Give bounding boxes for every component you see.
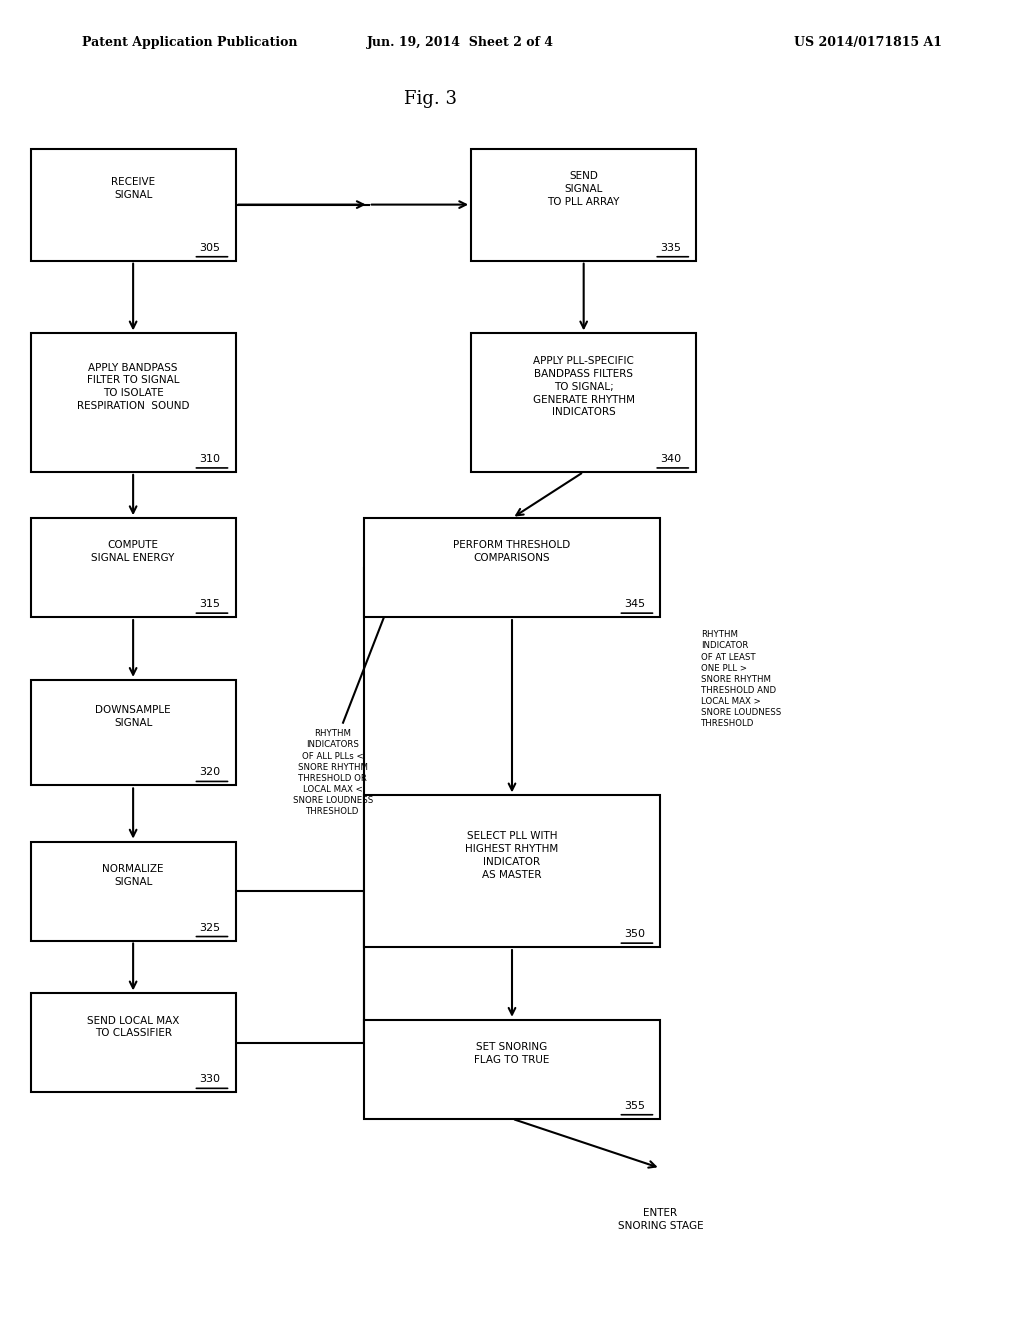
Text: RECEIVE
SIGNAL: RECEIVE SIGNAL (111, 177, 156, 201)
FancyBboxPatch shape (364, 1020, 660, 1119)
Text: 315: 315 (200, 599, 220, 610)
FancyBboxPatch shape (471, 334, 696, 473)
Text: 335: 335 (660, 243, 681, 253)
Text: PERFORM THRESHOLD
COMPARISONS: PERFORM THRESHOLD COMPARISONS (454, 540, 570, 564)
Text: 305: 305 (200, 243, 220, 253)
Text: RHYTHM
INDICATORS
OF ALL PLLs <
SNORE RHYTHM
THRESHOLD OR
LOCAL MAX <
SNORE LOUD: RHYTHM INDICATORS OF ALL PLLs < SNORE RH… (293, 729, 373, 816)
FancyBboxPatch shape (471, 149, 696, 261)
FancyBboxPatch shape (31, 334, 236, 473)
Text: 345: 345 (625, 599, 645, 610)
Text: 340: 340 (660, 454, 681, 465)
Text: Fig. 3: Fig. 3 (403, 90, 457, 108)
Text: COMPUTE
SIGNAL ENERGY: COMPUTE SIGNAL ENERGY (91, 540, 175, 564)
Text: US 2014/0171815 A1: US 2014/0171815 A1 (794, 36, 942, 49)
Text: 330: 330 (200, 1074, 220, 1085)
Text: SEND
SIGNAL
TO PLL ARRAY: SEND SIGNAL TO PLL ARRAY (548, 172, 620, 206)
Text: ENTER
SNORING STAGE: ENTER SNORING STAGE (617, 1208, 703, 1232)
Text: 325: 325 (200, 923, 220, 932)
Text: APPLY BANDPASS
FILTER TO SIGNAL
TO ISOLATE
RESPIRATION  SOUND: APPLY BANDPASS FILTER TO SIGNAL TO ISOLA… (77, 363, 189, 411)
Text: APPLY PLL-SPECIFIC
BANDPASS FILTERS
TO SIGNAL;
GENERATE RHYTHM
INDICATORS: APPLY PLL-SPECIFIC BANDPASS FILTERS TO S… (532, 356, 635, 417)
Text: SELECT PLL WITH
HIGHEST RHYTHM
INDICATOR
AS MASTER: SELECT PLL WITH HIGHEST RHYTHM INDICATOR… (465, 832, 559, 879)
FancyBboxPatch shape (364, 795, 660, 948)
FancyBboxPatch shape (364, 519, 660, 618)
Text: DOWNSAMPLE
SIGNAL: DOWNSAMPLE SIGNAL (95, 705, 171, 729)
Text: 355: 355 (625, 1101, 645, 1111)
Text: NORMALIZE
SIGNAL: NORMALIZE SIGNAL (102, 863, 164, 887)
FancyBboxPatch shape (31, 680, 236, 785)
FancyBboxPatch shape (31, 842, 236, 940)
Text: Patent Application Publication: Patent Application Publication (82, 36, 297, 49)
FancyBboxPatch shape (31, 519, 236, 618)
Text: 350: 350 (625, 929, 645, 940)
FancyBboxPatch shape (31, 149, 236, 261)
Text: Jun. 19, 2014  Sheet 2 of 4: Jun. 19, 2014 Sheet 2 of 4 (368, 36, 554, 49)
Text: RHYTHM
INDICATOR
OF AT LEAST
ONE PLL >
SNORE RHYTHM
THRESHOLD AND
LOCAL MAX >
SN: RHYTHM INDICATOR OF AT LEAST ONE PLL > S… (701, 631, 781, 729)
Text: 310: 310 (200, 454, 220, 465)
Text: SEND LOCAL MAX
TO CLASSIFIER: SEND LOCAL MAX TO CLASSIFIER (87, 1015, 179, 1039)
Text: SET SNORING
FLAG TO TRUE: SET SNORING FLAG TO TRUE (474, 1041, 550, 1065)
Text: 320: 320 (200, 767, 220, 777)
FancyBboxPatch shape (31, 993, 236, 1093)
